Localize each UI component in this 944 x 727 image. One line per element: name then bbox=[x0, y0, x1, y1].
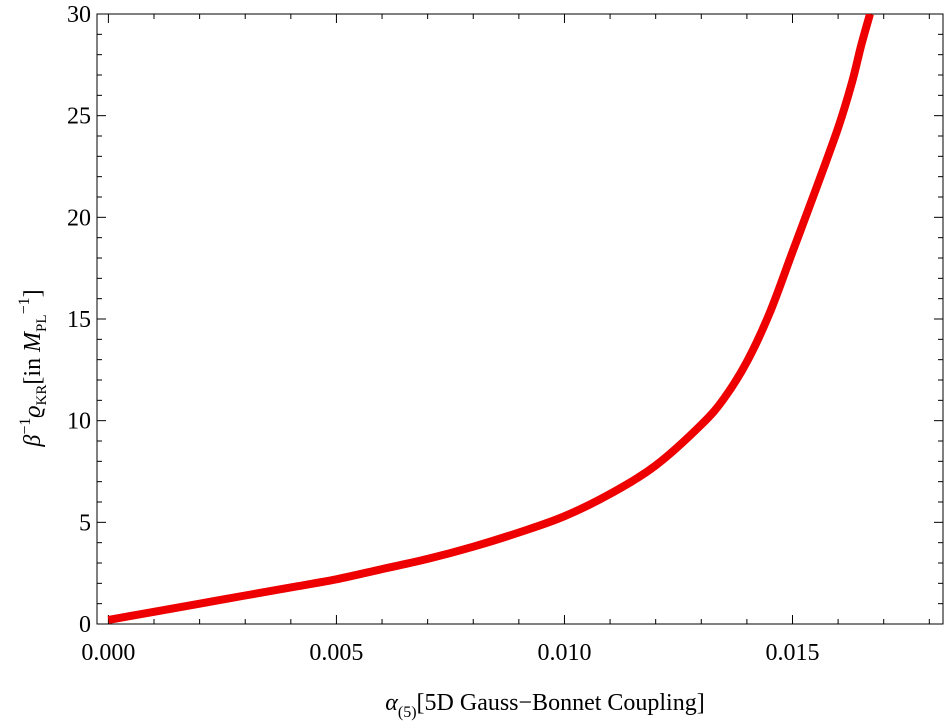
y-axis-label-unit-superscript: −1 bbox=[16, 297, 33, 314]
series-line bbox=[107, 14, 874, 624]
y-axis-ticks: 0 5 10 15 20 25 30 bbox=[67, 2, 943, 638]
x-axis-label: α(5)[5D Gauss−Bonnet Coupling] bbox=[385, 690, 704, 721]
y-axis-label-bracket-open: [in bbox=[20, 352, 46, 385]
x-axis-label-subscript: (5) bbox=[398, 704, 417, 721]
x-axis-ticks: 0.000 0.005 0.010 0.015 bbox=[81, 14, 930, 666]
series-layer bbox=[107, 14, 874, 624]
x-tick-label: 0.015 bbox=[765, 640, 819, 666]
y-tick-label: 10 bbox=[67, 409, 91, 435]
x-tick-label: 0.000 bbox=[81, 640, 135, 666]
x-axis-label-symbol: α bbox=[385, 690, 398, 716]
y-axis-label-superscript: −1 bbox=[17, 418, 34, 435]
y-axis-label-symbol: β bbox=[20, 435, 46, 448]
y-tick-label: 5 bbox=[79, 510, 91, 536]
y-tick-label: 15 bbox=[67, 307, 91, 333]
y-axis-label-unit-subscript: PL bbox=[34, 314, 50, 332]
y-axis-label-quantity-subscript: KR bbox=[34, 385, 50, 406]
y-tick-label: 20 bbox=[67, 205, 91, 231]
y-tick-label: 0 bbox=[79, 612, 91, 638]
y-tick-label: 25 bbox=[67, 104, 91, 130]
y-axis-label-unit: M bbox=[20, 330, 46, 353]
x-tick-label: 0.005 bbox=[309, 640, 363, 666]
y-axis-label-bracket-close: ] bbox=[20, 289, 46, 297]
x-axis-label-text: [5D Gauss−Bonnet Coupling] bbox=[417, 690, 705, 716]
y-axis-label-quantity: ϱ bbox=[20, 405, 46, 417]
x-tick-label: 0.010 bbox=[537, 640, 591, 666]
y-tick-label: 30 bbox=[67, 2, 91, 28]
y-axis-label: β−1ϱKR[in MPL−1] bbox=[16, 289, 50, 447]
